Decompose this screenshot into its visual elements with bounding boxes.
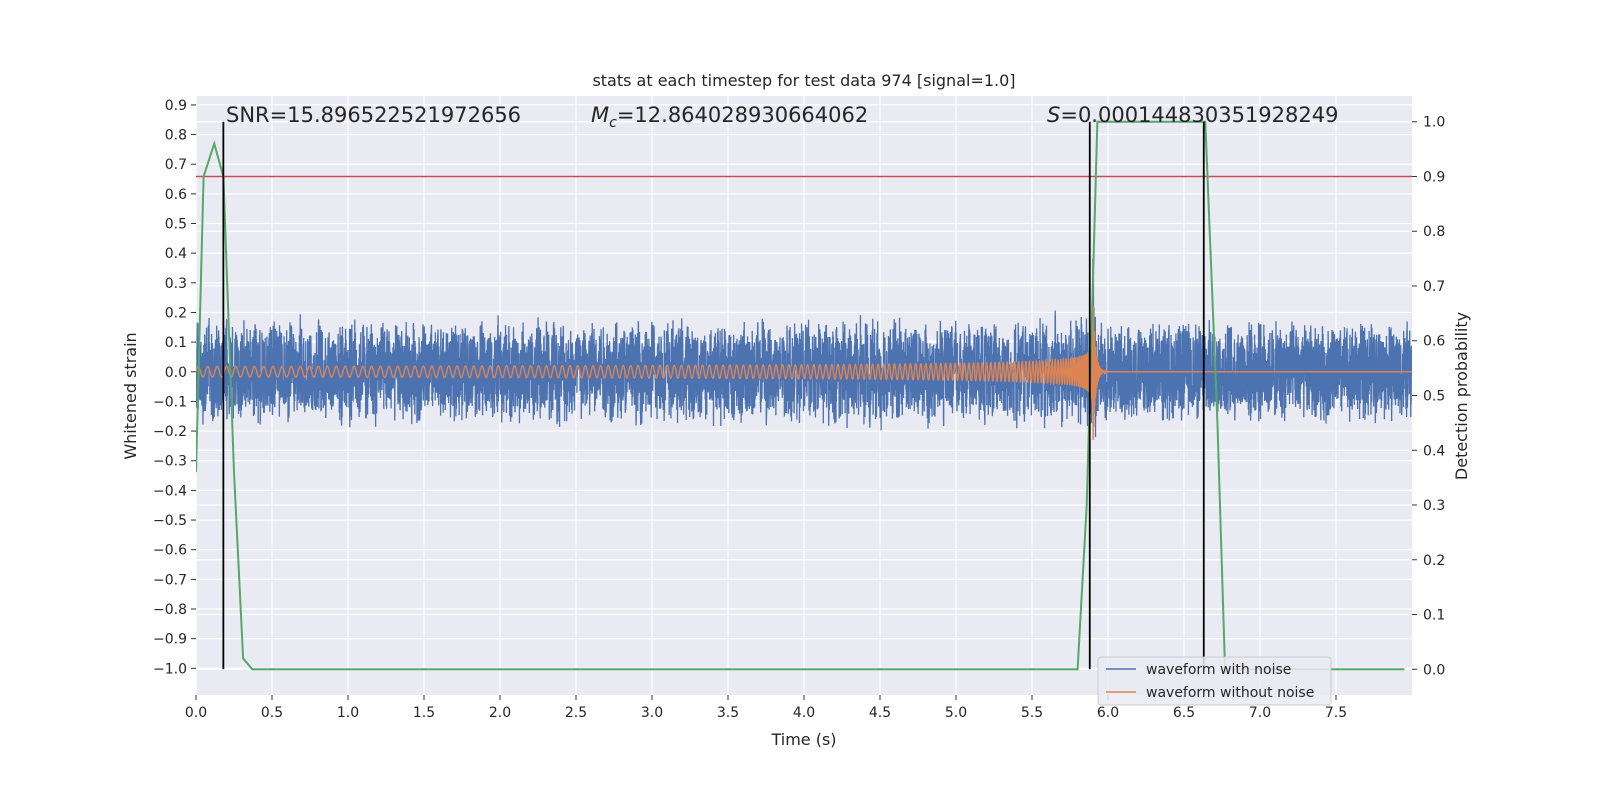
series-waveform-without-noise	[196, 306, 1412, 441]
chart-title: stats at each timestep for test data 974…	[592, 71, 1015, 90]
legend-label-noisy: waveform with noise	[1146, 662, 1291, 678]
y-tick-label: 0.7	[165, 157, 187, 173]
y-tick-label: −0.4	[153, 483, 187, 499]
series-detection-probability	[196, 120, 1405, 671]
s-value: =0.000144830351928249	[1060, 103, 1338, 127]
y-tick-label: 0.5	[165, 217, 187, 233]
x-tick-label: 4.5	[869, 705, 891, 721]
y-right-tick-label: 0.3	[1423, 498, 1445, 514]
y-tick-label: 0.1	[165, 335, 187, 351]
x-axis-label: Time (s)	[770, 730, 836, 749]
snr-annotation: SNR=15.896522521972656	[226, 103, 521, 127]
y-right-tick-label: 0.0	[1423, 662, 1445, 678]
y-right-tick-label: 0.5	[1423, 389, 1445, 405]
y-tick-label: 0.6	[165, 187, 187, 203]
y-tick-label: −0.1	[153, 394, 187, 410]
y-tick-label: 0.0	[165, 365, 187, 381]
y-tick-label: −1.0	[153, 661, 187, 677]
y-tick-label: 0.9	[165, 98, 187, 114]
y-tick-label: 0.4	[165, 246, 187, 262]
chirp-mass-symbol: M	[591, 103, 609, 127]
chirp-mass-value: =12.864028930664062	[617, 103, 868, 127]
y-right-tick-label: 0.9	[1423, 169, 1445, 185]
y-tick-label: 0.2	[165, 305, 187, 321]
legend: waveform with noise waveform without noi…	[1097, 656, 1332, 706]
y-tick-label: −0.2	[153, 424, 187, 440]
chirp-mass-annotation: Mc=12.864028930664062	[591, 103, 868, 131]
y-tick-label: −0.7	[153, 572, 187, 588]
s-annotation: S=0.000144830351928249	[1047, 103, 1338, 127]
x-tick-label: 6.0	[1097, 705, 1119, 721]
s-symbol: S	[1047, 103, 1060, 127]
series-layer	[196, 120, 1412, 671]
y-right-tick-label: 0.7	[1423, 279, 1445, 295]
x-tick-label: 0.5	[261, 705, 283, 721]
y-tick-label: 0.8	[165, 128, 187, 144]
y-right-tick-label: 0.6	[1423, 334, 1445, 350]
y-right-tick-label: 0.4	[1423, 443, 1445, 459]
y-axis-label: Whitened strain	[121, 332, 140, 459]
y-tick-label: −0.6	[153, 543, 187, 559]
x-tick-label: 7.0	[1249, 705, 1271, 721]
y-right-axis-label: Detection probability	[1452, 312, 1471, 480]
series-waveform-with-noise	[196, 258, 1412, 438]
y-tick-label: −0.3	[153, 454, 187, 470]
y-tick-label: −0.5	[153, 513, 187, 529]
y-tick-label: −0.8	[153, 602, 187, 618]
legend-label-clean: waveform without noise	[1146, 685, 1314, 701]
x-tick-label: 2.0	[489, 705, 511, 721]
x-tick-label: 2.5	[565, 705, 587, 721]
x-tick-label: 1.5	[413, 705, 435, 721]
y-tick-label: 0.3	[165, 276, 187, 292]
x-tick-label: 3.0	[641, 705, 663, 721]
chirp-mass-subscript: c	[609, 115, 617, 131]
legend-box	[1097, 656, 1332, 706]
x-tick-label: 7.5	[1325, 705, 1347, 721]
y-right-tick-label: 0.8	[1423, 224, 1445, 240]
axes: 0.0 0.5 1.0 1.5 2.0 2.5 3.0 3.5 4.0 4.5 5.0 5.5 6.0 6…	[153, 98, 1445, 721]
x-tick-label: 5.0	[945, 705, 967, 721]
x-tick-label: 0.0	[185, 705, 207, 721]
x-tick-label: 6.5	[1173, 705, 1195, 721]
x-tick-label: 3.5	[717, 705, 739, 721]
x-tick-label: 4.0	[793, 705, 815, 721]
y-right-tick-label: 0.2	[1423, 553, 1445, 569]
y-right-tick-label: 1.0	[1423, 115, 1445, 131]
y-tick-label: −0.9	[153, 632, 187, 648]
y-right-tick-label: 0.1	[1423, 608, 1445, 624]
x-tick-label: 1.0	[337, 705, 359, 721]
x-tick-label: 5.5	[1021, 705, 1043, 721]
